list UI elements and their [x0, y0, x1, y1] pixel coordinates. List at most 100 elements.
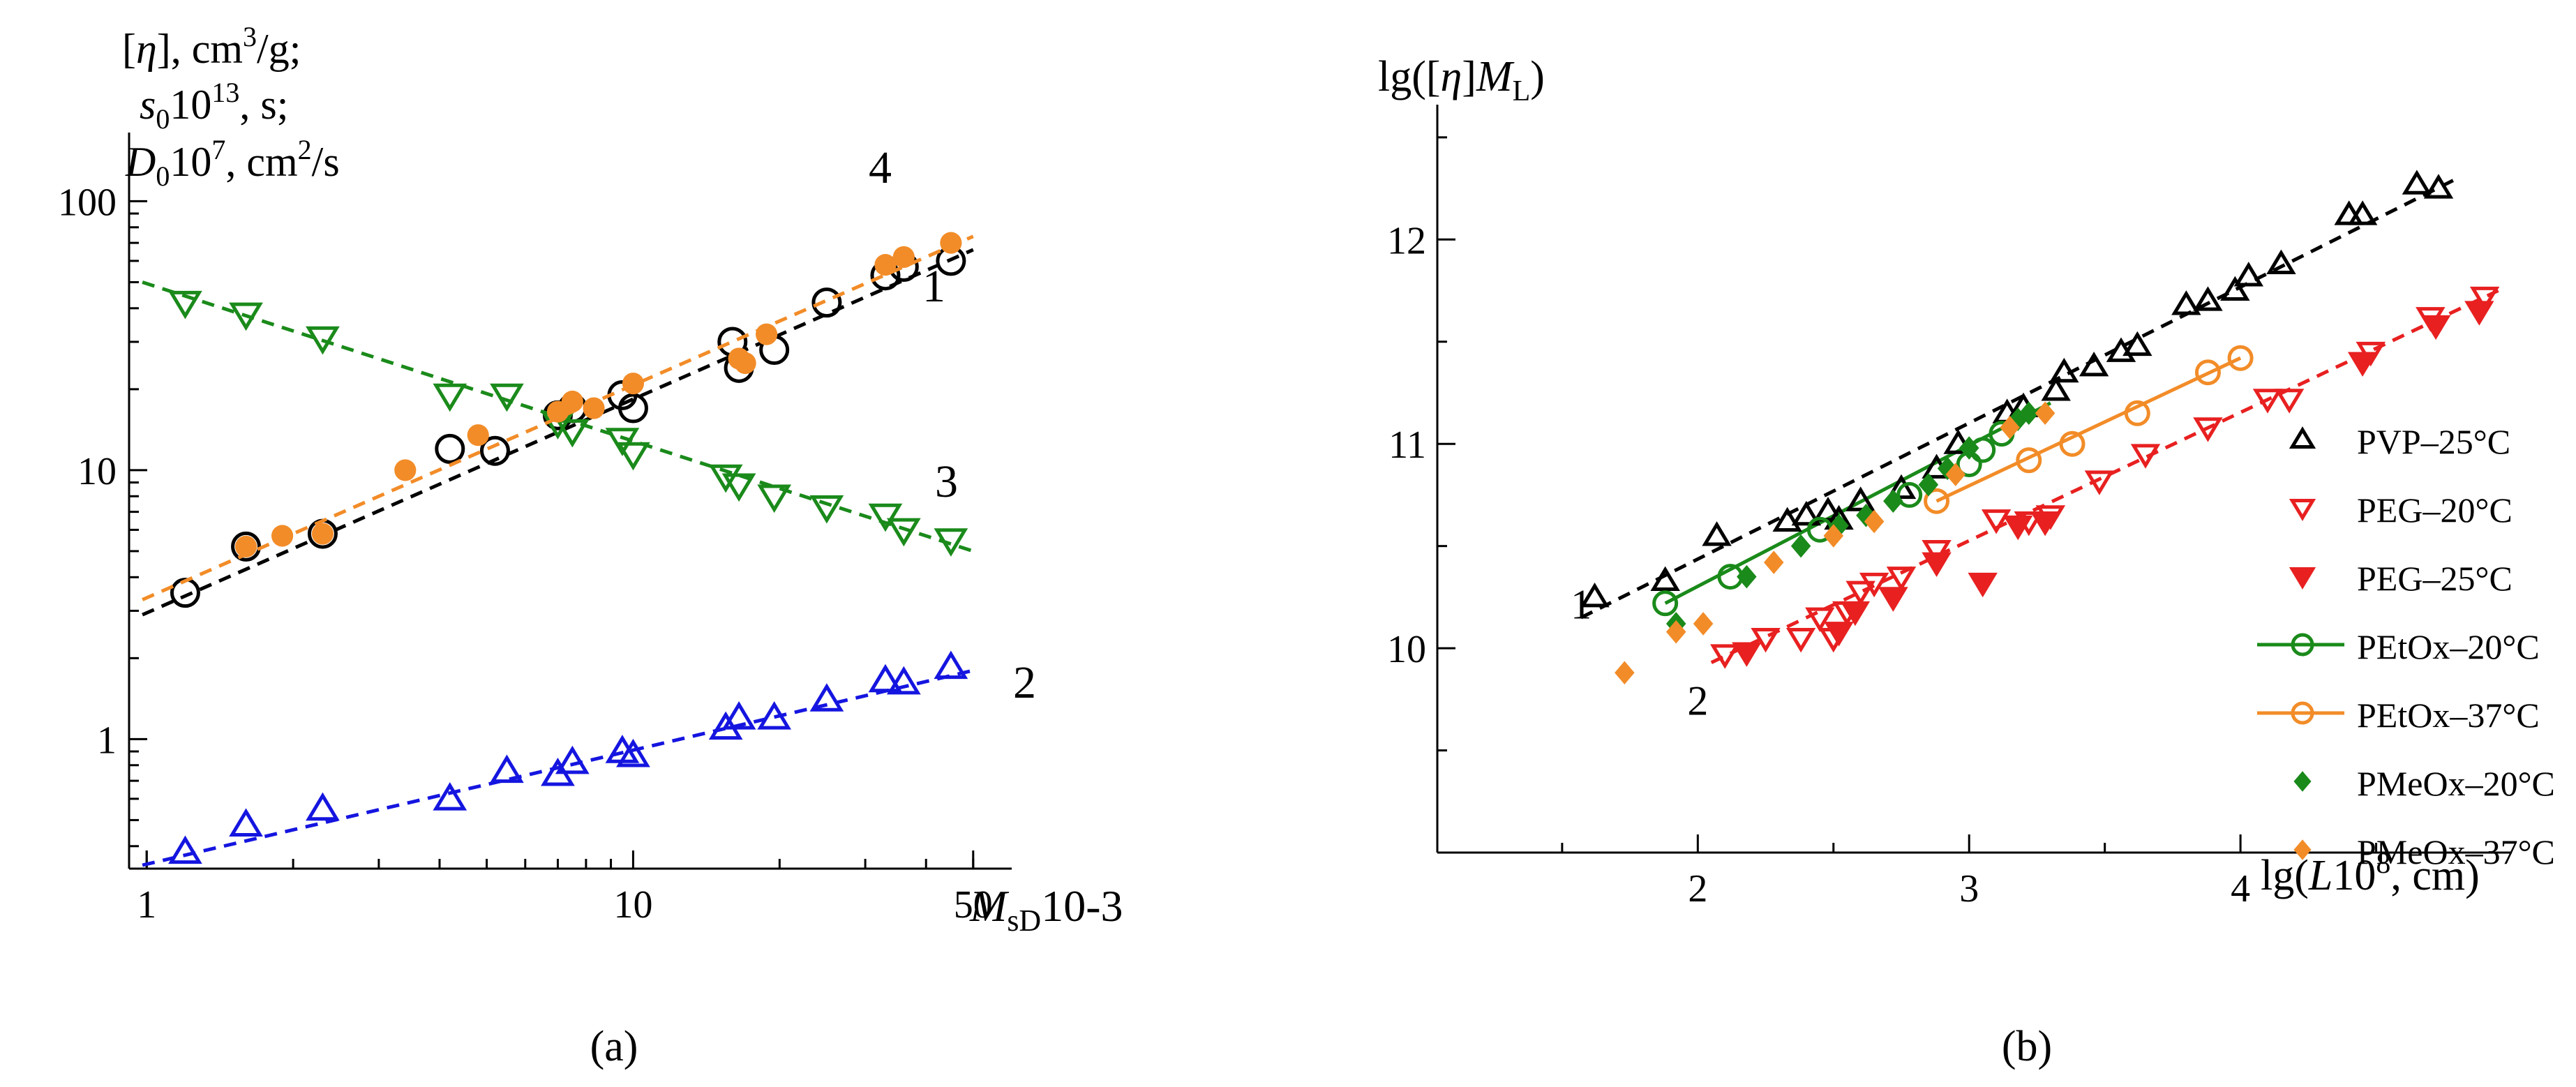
curve-label-1: 1: [1571, 582, 1592, 628]
series-PEtOx–37°C: [1924, 345, 2254, 514]
data-point: [229, 808, 263, 837]
x-tick-label: 1: [137, 883, 156, 927]
data-point: [1580, 583, 1610, 608]
data-point: [1840, 601, 1871, 627]
data-point: [1824, 622, 1854, 647]
data-point: [433, 383, 467, 412]
data-point: [934, 650, 968, 680]
data-point: [229, 302, 263, 331]
data-point: [2079, 352, 2109, 377]
data-point: [616, 738, 650, 767]
legend-label: PEG–20°C: [2357, 490, 2513, 530]
data-point: [2227, 345, 2254, 371]
data-point: [311, 523, 334, 545]
data-point: [757, 484, 792, 513]
x-axis-label: MsD10-3: [969, 881, 1123, 938]
data-point: [1791, 500, 1822, 526]
data-point: [2035, 401, 2055, 426]
fit-line-2: [142, 668, 974, 867]
data-point: [2252, 389, 2283, 414]
series-3: [142, 280, 974, 557]
y-tick-label: 11: [1388, 423, 1426, 467]
data-point: [234, 535, 257, 557]
legend-label: PEtOx–37°C: [2357, 696, 2540, 735]
legend-item: PVP–25°C: [2289, 422, 2510, 461]
fit-line: [1664, 401, 2052, 605]
data-point: [721, 473, 756, 502]
data-point: [2193, 286, 2223, 311]
data-point: [2423, 174, 2454, 199]
series-PVP–25°C: [1580, 170, 2454, 608]
legend-marker: [2289, 426, 2316, 449]
data-point: [1772, 507, 1802, 532]
data-point: [809, 683, 844, 712]
data-point: [616, 442, 650, 471]
panel-label-b: (b): [2002, 1023, 2052, 1070]
data-point: [2000, 416, 2020, 440]
data-point: [306, 326, 340, 355]
y-axis-label: lg([η]ML): [1378, 53, 1545, 107]
data-point: [1737, 564, 1757, 589]
data-point: [721, 701, 756, 730]
data-point: [622, 373, 645, 395]
fit-line: [1580, 177, 2459, 620]
data-point: [490, 383, 524, 412]
data-point: [1981, 509, 2012, 534]
data-point: [1864, 509, 1885, 534]
data-point: [168, 290, 202, 320]
data-point: [467, 424, 489, 447]
data-point: [2193, 417, 2223, 442]
data-point: [1886, 474, 1917, 500]
data-point: [490, 754, 524, 784]
data-point: [435, 433, 465, 464]
data-point: [555, 745, 590, 774]
data-point: [2220, 276, 2250, 301]
data-point: [809, 495, 844, 524]
data-point: [1845, 486, 1875, 511]
data-point: [1732, 642, 1762, 667]
data-point: [2016, 447, 2042, 474]
series-2: [142, 650, 974, 867]
data-point: [2194, 359, 2221, 386]
data-point: [170, 578, 200, 608]
legend-item: PEG–25°C: [2289, 559, 2513, 598]
legend-label: PEtOx–20°C: [2357, 627, 2540, 666]
data-point: [734, 352, 756, 375]
y-axis-label-line-1: [η], cm3/g;: [122, 21, 301, 72]
data-point: [1823, 524, 1844, 548]
data-point: [2124, 400, 2150, 426]
x-tick-label: 2: [1688, 867, 1707, 910]
data-point: [1878, 587, 1908, 612]
panel-a-chart: 1 10 50 1 10 100 MsD10-3 [η], cm3/g;s01013, s;D…: [58, 21, 1123, 938]
legend-marker: [2289, 499, 2316, 521]
data-point: [2122, 331, 2152, 357]
data-point: [231, 531, 262, 562]
curve-label-3: 3: [935, 456, 958, 507]
data-point: [1693, 612, 1714, 636]
data-point: [2003, 515, 2033, 541]
data-point: [2171, 290, 2201, 315]
data-point: [1751, 627, 1781, 653]
data-point: [892, 246, 915, 269]
data-point: [2402, 170, 2432, 195]
fit-line: [1935, 356, 2242, 503]
legend-label: PMeOx–20°C: [2357, 764, 2555, 803]
data-point: [433, 782, 467, 811]
data-point: [1813, 497, 1843, 522]
data-point: [2469, 286, 2500, 312]
legend-item: PEtOx–37°C: [2257, 696, 2540, 735]
data-point: [1665, 620, 1686, 644]
data-point: [2420, 315, 2451, 340]
data-point: [1702, 521, 1732, 546]
data-point: [874, 254, 897, 276]
data-point: [1968, 572, 1998, 598]
series-1: [142, 246, 974, 617]
legend-label: PMeOx–37°C: [2357, 832, 2555, 871]
data-point: [2059, 430, 2085, 457]
legend-marker: [2289, 567, 2316, 590]
data-point: [2233, 262, 2263, 287]
data-point: [605, 428, 640, 456]
data-point: [1959, 436, 1979, 460]
